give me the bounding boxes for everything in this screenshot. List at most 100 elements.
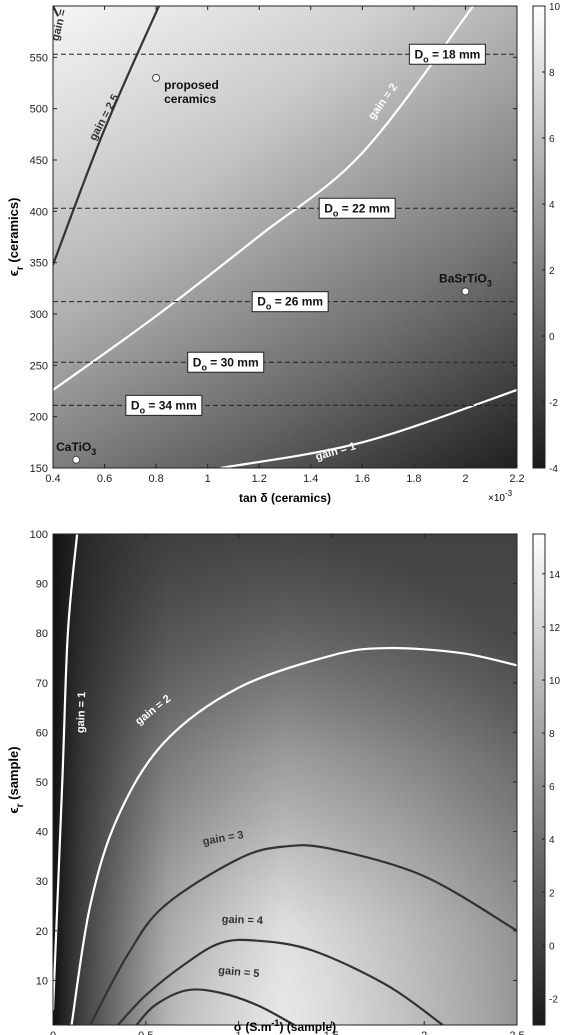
diameter-label-box bbox=[318, 197, 396, 219]
contour-line bbox=[135, 988, 295, 1025]
diameter-label-rest: = 30 mm bbox=[207, 355, 259, 369]
y-tick-label: 10 bbox=[36, 975, 48, 987]
diameter-label-box bbox=[251, 291, 329, 313]
y-tick-label: 200 bbox=[30, 412, 48, 424]
x-tick-label: 1.8 bbox=[406, 473, 421, 485]
material-point-label-sub: 3 bbox=[487, 278, 492, 288]
colorbar-tick-label: 2 bbox=[549, 266, 555, 277]
x-tick-label: 0.4 bbox=[45, 473, 60, 485]
material-point bbox=[72, 455, 81, 464]
x-axis-label-top: tan δ (ceramics) bbox=[239, 491, 331, 505]
x-ticks-bottom: 0 0.5 1 1.5 2 2.5 bbox=[50, 534, 525, 1035]
x-tick-label: 1 bbox=[205, 473, 211, 485]
diameter-label-sub: o bbox=[201, 362, 207, 372]
y-tick-label: 150 bbox=[30, 463, 48, 475]
colorbar-tick-label: 6 bbox=[549, 782, 555, 793]
diameter-label: Do = 22 mm bbox=[324, 201, 390, 218]
colorbar-tick-label: -4 bbox=[549, 464, 558, 475]
material-point-label-sub: 3 bbox=[91, 447, 96, 457]
colorbar-ticks-bottom: 14 12 10 8 6 4 2 0 -2 bbox=[542, 570, 561, 1005]
x-tick-label: 0.8 bbox=[148, 473, 163, 485]
diameter-label: Do = 26 mm bbox=[257, 295, 323, 312]
plot-frame-bottom bbox=[52, 533, 518, 1026]
x-axis-label-bottom: σ (S.m-1) (sample) bbox=[234, 1018, 336, 1034]
y-ticks-top: 150 200 250 300 350 400 450 500 550 bbox=[30, 52, 517, 475]
colorbar-tick-label: 0 bbox=[549, 332, 555, 343]
material-point-label-main: BaSrTiO bbox=[439, 271, 487, 285]
x-tick-label: 2.2 bbox=[509, 473, 524, 485]
y-tick-label: 100 bbox=[30, 529, 48, 541]
x-tick-label: 2 bbox=[421, 1030, 427, 1035]
colorbar-tick-label: -2 bbox=[549, 398, 558, 409]
plot-frame-top bbox=[52, 5, 518, 469]
colorbar-top bbox=[532, 5, 546, 469]
x-tick-label: 0 bbox=[50, 1030, 56, 1035]
x-tick-label: 1 bbox=[236, 1030, 242, 1035]
material-point-label: ceramics bbox=[164, 92, 216, 106]
contour-line bbox=[53, 6, 475, 391]
colorbar-tick-label: 8 bbox=[549, 729, 555, 740]
colorbar-tick-label: 12 bbox=[549, 623, 561, 634]
colorbar-tick-label: 0 bbox=[549, 941, 555, 952]
colorbar-bottom bbox=[532, 533, 546, 1026]
colorbar-tick-label: 8 bbox=[549, 68, 555, 79]
y-tick-label: 40 bbox=[36, 827, 48, 839]
colorbar-tick-label: 10 bbox=[549, 2, 561, 13]
x-tick-label: 0.6 bbox=[97, 473, 112, 485]
material-point-label-main: CaTiO bbox=[56, 440, 91, 454]
x-tick-label: 1.5 bbox=[324, 1030, 339, 1035]
y-tick-label: 500 bbox=[30, 104, 48, 116]
diameter-label-rest: = 18 mm bbox=[429, 47, 481, 61]
y-tick-label: 550 bbox=[30, 52, 48, 64]
y-tick-label: 50 bbox=[36, 777, 48, 789]
diameter-label-main: D bbox=[193, 355, 202, 369]
material-point bbox=[152, 73, 161, 82]
material-point bbox=[461, 287, 470, 296]
plot-shade-top bbox=[53, 6, 517, 468]
plot-shade-left-bottom bbox=[53, 534, 517, 1025]
x-tick-label: 1.6 bbox=[355, 473, 370, 485]
contour-line bbox=[70, 646, 517, 1025]
y-axis-label-bottom: ϵr (sample) bbox=[6, 746, 26, 813]
contour-line bbox=[53, 534, 79, 1011]
diameter-label-rest: = 34 mm bbox=[145, 398, 197, 412]
y-ticks-bottom: 10 20 30 40 50 60 70 80 90 100 bbox=[30, 529, 517, 987]
contour-line bbox=[53, 6, 60, 17]
diameter-label-main: D bbox=[414, 47, 423, 61]
material-point-label: proposed bbox=[164, 78, 219, 92]
contour-line bbox=[89, 844, 517, 1025]
x-ticks-top: 0.4 0.6 0.8 1 1.2 1.4 1.6 1.8 2 2.2 bbox=[45, 6, 525, 485]
diameter-label-main: D bbox=[257, 295, 266, 309]
contour-line bbox=[117, 938, 444, 1025]
material-point-label: CaTiO3 bbox=[56, 440, 96, 457]
y-tick-label: 90 bbox=[36, 579, 48, 591]
y-tick-label: 80 bbox=[36, 628, 48, 640]
colorbar-tick-label: -2 bbox=[549, 994, 558, 1005]
colorbar-tick-label: 2 bbox=[549, 888, 555, 899]
colorbar-tick-label: 4 bbox=[549, 835, 555, 846]
colorbar-tick-label: 10 bbox=[549, 676, 561, 687]
diameter-label: Do = 34 mm bbox=[131, 398, 197, 415]
x-tick-label: 2 bbox=[462, 473, 468, 485]
diameter-label-rest: = 26 mm bbox=[271, 295, 323, 309]
y-tick-label: 400 bbox=[30, 206, 48, 218]
diameter-label-box bbox=[187, 351, 265, 373]
y-tick-label: 30 bbox=[36, 876, 48, 888]
diameter-label: Do = 18 mm bbox=[414, 47, 480, 64]
diameter-label-sub: o bbox=[333, 208, 339, 218]
material-point-label: BaSrTiO3 bbox=[439, 271, 492, 288]
y-tick-label: 20 bbox=[36, 926, 48, 938]
x-tick-label: 1.2 bbox=[252, 473, 267, 485]
diameter-label-box bbox=[408, 43, 486, 65]
diameter-label-rest: = 22 mm bbox=[338, 201, 390, 215]
x-tick-label: 1.4 bbox=[303, 473, 318, 485]
colorbar-tick-label: 6 bbox=[549, 134, 555, 145]
y-tick-label: 450 bbox=[30, 155, 48, 167]
x-multiplier-top: ×10-3 bbox=[488, 489, 513, 504]
y-axis-label-top: ϵr (ceramics) bbox=[6, 198, 26, 277]
diameter-label: Do = 30 mm bbox=[193, 355, 259, 372]
